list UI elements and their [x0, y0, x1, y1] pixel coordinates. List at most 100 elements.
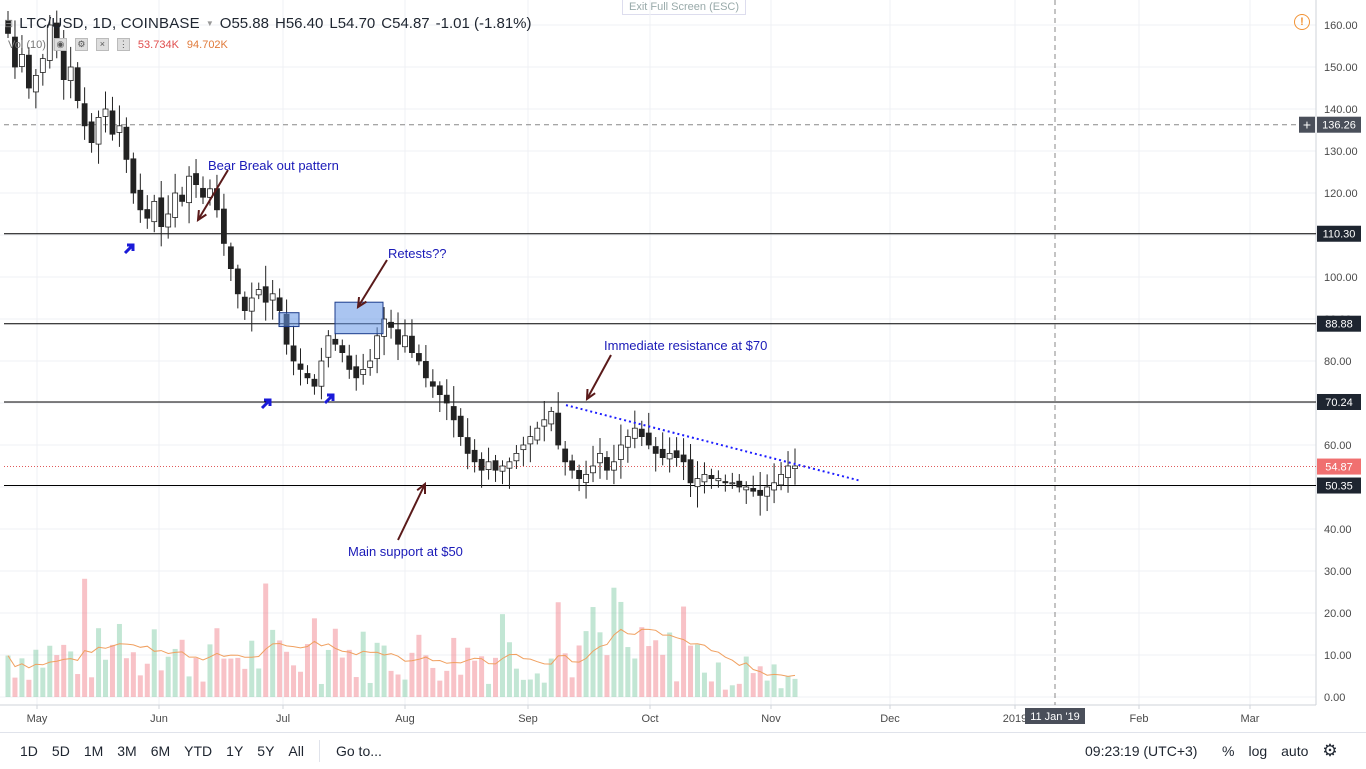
- volume-bar: [221, 658, 227, 697]
- candle-down: [304, 373, 311, 379]
- candle-down: [457, 415, 464, 438]
- auto-toggle[interactable]: auto: [1281, 743, 1309, 759]
- exit-fullscreen-button[interactable]: Exit Full Screen (ESC): [622, 0, 747, 15]
- volume-label[interactable]: Vol (10): [8, 38, 46, 51]
- collapse-icon[interactable]: ⊟: [4, 17, 14, 30]
- volume-bar: [374, 642, 380, 697]
- volume-bar: [458, 674, 464, 697]
- gear-icon[interactable]: ⚙: [1322, 741, 1338, 760]
- x-tick-label: Aug: [395, 713, 415, 725]
- volume-value: 53.734K: [137, 38, 179, 51]
- candle-down: [395, 329, 401, 345]
- candle-up: [590, 465, 596, 474]
- settings-icon[interactable]: ⚙: [74, 38, 88, 51]
- volume-bar: [228, 658, 234, 697]
- clock[interactable]: 09:23:19 (UTC+3): [1085, 743, 1198, 759]
- volume-bar: [472, 660, 478, 697]
- low-value: L54.70: [329, 14, 376, 32]
- volume-bar: [597, 632, 603, 697]
- candle-down: [416, 353, 422, 362]
- volume-bar: [541, 682, 547, 697]
- candle-up: [701, 473, 708, 483]
- candle-up: [32, 75, 39, 93]
- volume-bar: [47, 645, 53, 697]
- volume-bar: [298, 671, 304, 697]
- candle-up: [548, 410, 555, 425]
- volume-bar: [332, 628, 338, 697]
- volume-legend: Vol (10) ◉ ⚙ × ⋮ 53.734K 94.702K: [8, 38, 228, 51]
- eye-icon[interactable]: ◉: [53, 38, 67, 51]
- y-tick-label: 60.00: [1324, 440, 1352, 452]
- annotation-arrow-line: [397, 483, 426, 541]
- symbol-title[interactable]: LTC/USD, 1D, COINBASE: [19, 14, 200, 32]
- timeframe-1d[interactable]: 1D: [20, 743, 38, 759]
- candle-down: [471, 449, 478, 463]
- volume-bar: [486, 683, 492, 697]
- price-chart[interactable]: 0.0010.0020.0030.0040.0050.0060.0070.008…: [0, 0, 1366, 732]
- candle-down: [123, 126, 130, 160]
- candle-up: [792, 465, 798, 469]
- x-tick-label: Nov: [761, 713, 781, 725]
- volume-bar: [311, 618, 317, 697]
- x-tick-label: May: [27, 713, 48, 725]
- volume-bar: [520, 679, 526, 697]
- volume-bar: [576, 645, 582, 697]
- volume-bar: [785, 676, 791, 697]
- crosshair-plus-bg: [1299, 116, 1315, 133]
- volume-bar: [249, 640, 255, 697]
- close-icon[interactable]: ×: [95, 38, 109, 51]
- y-tick-label: 150.00: [1324, 62, 1358, 74]
- volume-bar: [653, 640, 659, 697]
- timeframe-5d[interactable]: 5D: [51, 743, 70, 759]
- timeframe-1y[interactable]: 1Y: [226, 743, 244, 759]
- volume-bar: [116, 623, 122, 697]
- candle-up: [666, 452, 673, 460]
- candle-down: [638, 428, 645, 438]
- volume-bar: [103, 659, 109, 697]
- alert-icon[interactable]: !: [1294, 14, 1310, 30]
- plus-icon: +: [1303, 117, 1311, 133]
- volume-bar: [506, 642, 512, 697]
- bottom-toolbar: 1D 5D 1M 3M 6M YTD 1Y 5Y All Go to... 09:23:19 (…: [0, 732, 1366, 769]
- blue-arrow-icon: [123, 243, 135, 255]
- timeframe-1m[interactable]: 1M: [83, 743, 104, 759]
- volume-bar: [123, 658, 129, 697]
- volume-bar: [722, 689, 728, 697]
- volume-bar: [12, 677, 18, 697]
- candle-down: [429, 381, 436, 387]
- dropdown-icon[interactable]: ▼: [205, 18, 214, 28]
- more-icon[interactable]: ⋮: [116, 38, 130, 51]
- log-toggle[interactable]: log: [1248, 743, 1268, 759]
- timeframe-6m[interactable]: 6M: [150, 743, 171, 759]
- candle-down: [478, 458, 485, 471]
- volume-ma-line: [7, 628, 796, 677]
- volume-bar: [493, 657, 499, 697]
- volume-bar: [68, 651, 74, 697]
- percent-toggle[interactable]: %: [1222, 743, 1235, 759]
- y-tick-label: 10.00: [1324, 650, 1352, 662]
- volume-bar: [465, 647, 471, 697]
- candle-up: [46, 24, 53, 61]
- goto-button[interactable]: Go to...: [335, 743, 382, 759]
- timeframe-5y[interactable]: 5Y: [257, 743, 275, 759]
- candle-down: [12, 36, 18, 68]
- candle-down: [227, 246, 234, 270]
- candle-up: [207, 188, 213, 198]
- candle-down: [645, 432, 652, 446]
- volume-bar: [242, 668, 248, 697]
- candle-down: [179, 194, 186, 202]
- volume-bar: [660, 654, 666, 697]
- annotation-text: Retests??: [388, 246, 447, 261]
- candle-up: [367, 360, 374, 368]
- timeframe-ytd[interactable]: YTD: [184, 743, 213, 759]
- volume-bar: [360, 631, 366, 697]
- timeframe-3m[interactable]: 3M: [117, 743, 137, 759]
- volume-bar: [715, 662, 721, 697]
- annotation-text: Immediate resistance at $70: [604, 338, 767, 353]
- volume-bar: [263, 583, 269, 697]
- candle-up: [402, 335, 408, 348]
- x-tick-label: Jul: [276, 713, 290, 725]
- timeframe-all[interactable]: All: [288, 743, 304, 759]
- candle-down: [555, 412, 562, 446]
- candle-up: [374, 335, 381, 360]
